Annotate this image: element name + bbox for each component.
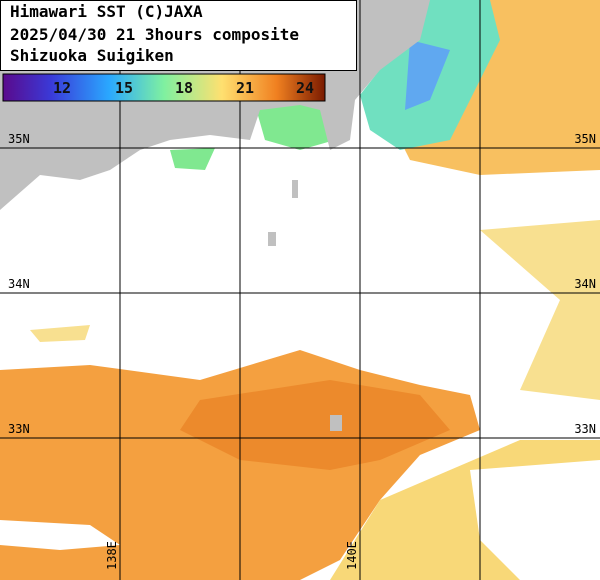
sst-cold (405, 40, 450, 110)
colorbar (2, 73, 326, 102)
header-line: Shizuoka Suigiken (10, 46, 174, 65)
lat-label: 35N (574, 132, 596, 146)
cloud (470, 460, 600, 580)
sst-cool (255, 100, 335, 150)
sst-mild (30, 325, 90, 342)
island (330, 415, 342, 431)
lon-label: 138E (105, 541, 119, 570)
header-line: Himawari SST (C)JAXA (10, 2, 203, 21)
lon-label: 140E (345, 541, 359, 570)
colorbar-label: 21 (236, 79, 254, 97)
lat-label: 34N (574, 277, 596, 291)
colorbar-label: 24 (296, 79, 314, 97)
lat-label: 35N (8, 132, 30, 146)
cloud (0, 520, 120, 550)
island (292, 180, 298, 198)
colorbar-label: 18 (175, 79, 193, 97)
colorbar-label: 15 (115, 79, 133, 97)
sst-mild (480, 220, 600, 400)
island (268, 232, 276, 246)
header-line: 2025/04/30 21 3hours composite (10, 25, 299, 44)
colorbar-label: 12 (53, 79, 71, 97)
lat-label: 34N (8, 277, 30, 291)
lat-label: 33N (8, 422, 30, 436)
sst-cool (170, 148, 215, 170)
header-box (0, 0, 357, 71)
sst-warmer (180, 380, 450, 470)
lat-label: 33N (574, 422, 596, 436)
